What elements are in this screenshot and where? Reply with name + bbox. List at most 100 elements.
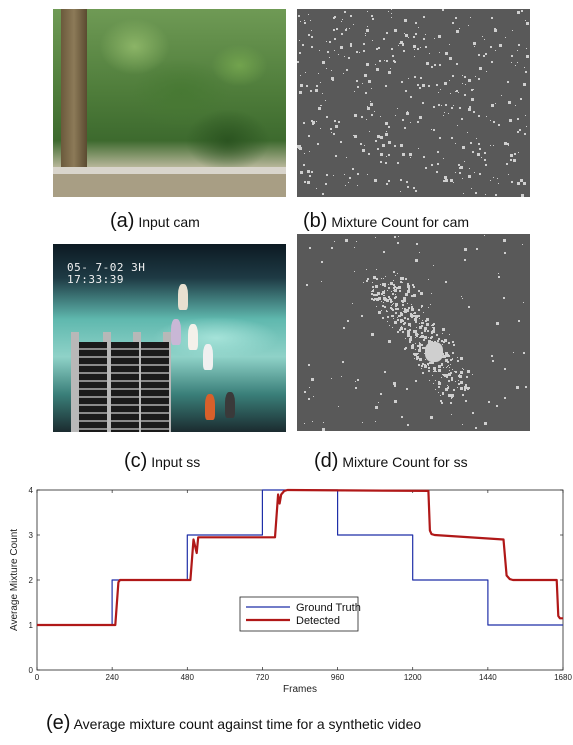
- mask-speckle: [464, 248, 468, 252]
- mask-speckle: [499, 44, 503, 48]
- mask-speckle: [399, 280, 402, 283]
- mask-speckle: [333, 241, 335, 242]
- mask-speckle: [464, 389, 467, 392]
- mask-speckle: [419, 116, 423, 120]
- mask-speckle: [394, 61, 397, 64]
- mask-speckle: [453, 370, 455, 372]
- mask-speckle: [380, 278, 382, 280]
- mask-speckle: [475, 248, 478, 251]
- escalator: [141, 342, 169, 432]
- escalator: [111, 342, 139, 432]
- mask-blob: [425, 342, 443, 362]
- mask-speckle: [399, 42, 401, 44]
- mask-speckle: [434, 38, 436, 40]
- mask-speckle: [419, 326, 423, 330]
- mask-speckle: [450, 414, 452, 416]
- mask-speckle: [313, 395, 315, 397]
- mask-speckle: [398, 44, 400, 46]
- mask-speckle: [427, 337, 429, 339]
- mask-speckle: [458, 27, 460, 29]
- mask-speckle: [384, 161, 387, 164]
- mask-speckle: [311, 123, 314, 126]
- mask-speckle: [441, 362, 444, 365]
- mask-speckle: [385, 298, 389, 302]
- mask-speckle: [400, 178, 403, 181]
- mask-speckle: [413, 314, 416, 317]
- mask-speckle: [422, 372, 425, 375]
- mask-speckle: [418, 26, 420, 28]
- mask-speckle: [381, 291, 385, 295]
- mask-speckle: [394, 288, 398, 292]
- mask-speckle: [413, 294, 417, 298]
- mask-speckle: [366, 29, 370, 33]
- mask-speckle: [451, 106, 454, 109]
- x-tick-label: 480: [181, 673, 195, 682]
- mask-speckle: [468, 175, 472, 179]
- mask-speckle: [384, 306, 387, 309]
- mask-speckle: [354, 387, 357, 390]
- mask-speckle: [472, 373, 474, 375]
- mask-speckle: [436, 83, 439, 86]
- mask-speckle: [421, 344, 424, 347]
- mask-speckle: [433, 369, 436, 372]
- mask-speckle: [409, 328, 412, 331]
- mask-speckle: [341, 375, 343, 377]
- mask-speckle: [420, 368, 422, 370]
- mask-speckle: [428, 306, 430, 308]
- mask-speckle: [413, 76, 416, 79]
- mask-speckle: [438, 380, 441, 383]
- input-ss-image: 05- 7-02 3H 17:33:39: [53, 244, 286, 432]
- mask-speckle: [523, 66, 525, 68]
- mask-speckle: [306, 84, 309, 87]
- mask-speckle: [407, 318, 410, 321]
- mask-speckle: [380, 283, 382, 285]
- mask-speckle: [503, 367, 506, 370]
- mask-speckle: [382, 37, 385, 40]
- mask-speckle: [448, 394, 452, 398]
- mask-speckle: [400, 327, 404, 331]
- mask-speckle: [311, 121, 315, 125]
- mask-speckle: [307, 180, 311, 184]
- mask-speckle: [416, 243, 419, 246]
- mask-speckle: [462, 297, 464, 299]
- mask-speckle: [301, 44, 304, 47]
- mask-speckle: [357, 172, 360, 175]
- mask-speckle: [365, 32, 367, 34]
- mask-speckle: [450, 393, 454, 397]
- mask-speckle: [380, 309, 382, 311]
- mask-speckle: [400, 415, 403, 418]
- mask-speckle: [378, 60, 381, 62]
- mask-speckle: [441, 374, 443, 376]
- mask-speckle: [413, 358, 415, 360]
- mask-speckle: [382, 283, 384, 285]
- mask-speckle: [317, 143, 319, 146]
- mask-speckle: [472, 41, 476, 45]
- mask-speckle: [511, 62, 512, 64]
- mask-speckle: [394, 144, 397, 147]
- mask-speckle: [430, 325, 432, 327]
- mask-speckle: [486, 70, 488, 72]
- mask-speckle: [425, 359, 427, 361]
- mask-speckle: [370, 87, 372, 89]
- mask-speckle: [513, 351, 515, 353]
- mask-speckle: [417, 147, 419, 149]
- mask-speckle: [436, 150, 439, 153]
- mask-speckle: [320, 261, 323, 264]
- mask-speckle: [317, 72, 319, 74]
- mask-speckle: [392, 279, 394, 281]
- mask-speckle: [409, 152, 413, 156]
- mask-speckle: [484, 193, 486, 195]
- mask-speckle: [424, 34, 426, 36]
- mixture-count-cam-image: [297, 9, 530, 197]
- mask-speckle: [400, 81, 403, 84]
- mask-speckle: [407, 289, 411, 293]
- mask-speckle: [403, 310, 407, 314]
- mask-speckle: [492, 359, 495, 362]
- mask-speckle: [428, 361, 431, 364]
- mask-speckle: [401, 321, 403, 323]
- mask-speckle: [420, 335, 423, 338]
- mask-speckle: [374, 139, 377, 142]
- mask-speckle: [411, 345, 413, 347]
- mask-speckle: [365, 35, 367, 37]
- mask-speckle: [418, 365, 420, 367]
